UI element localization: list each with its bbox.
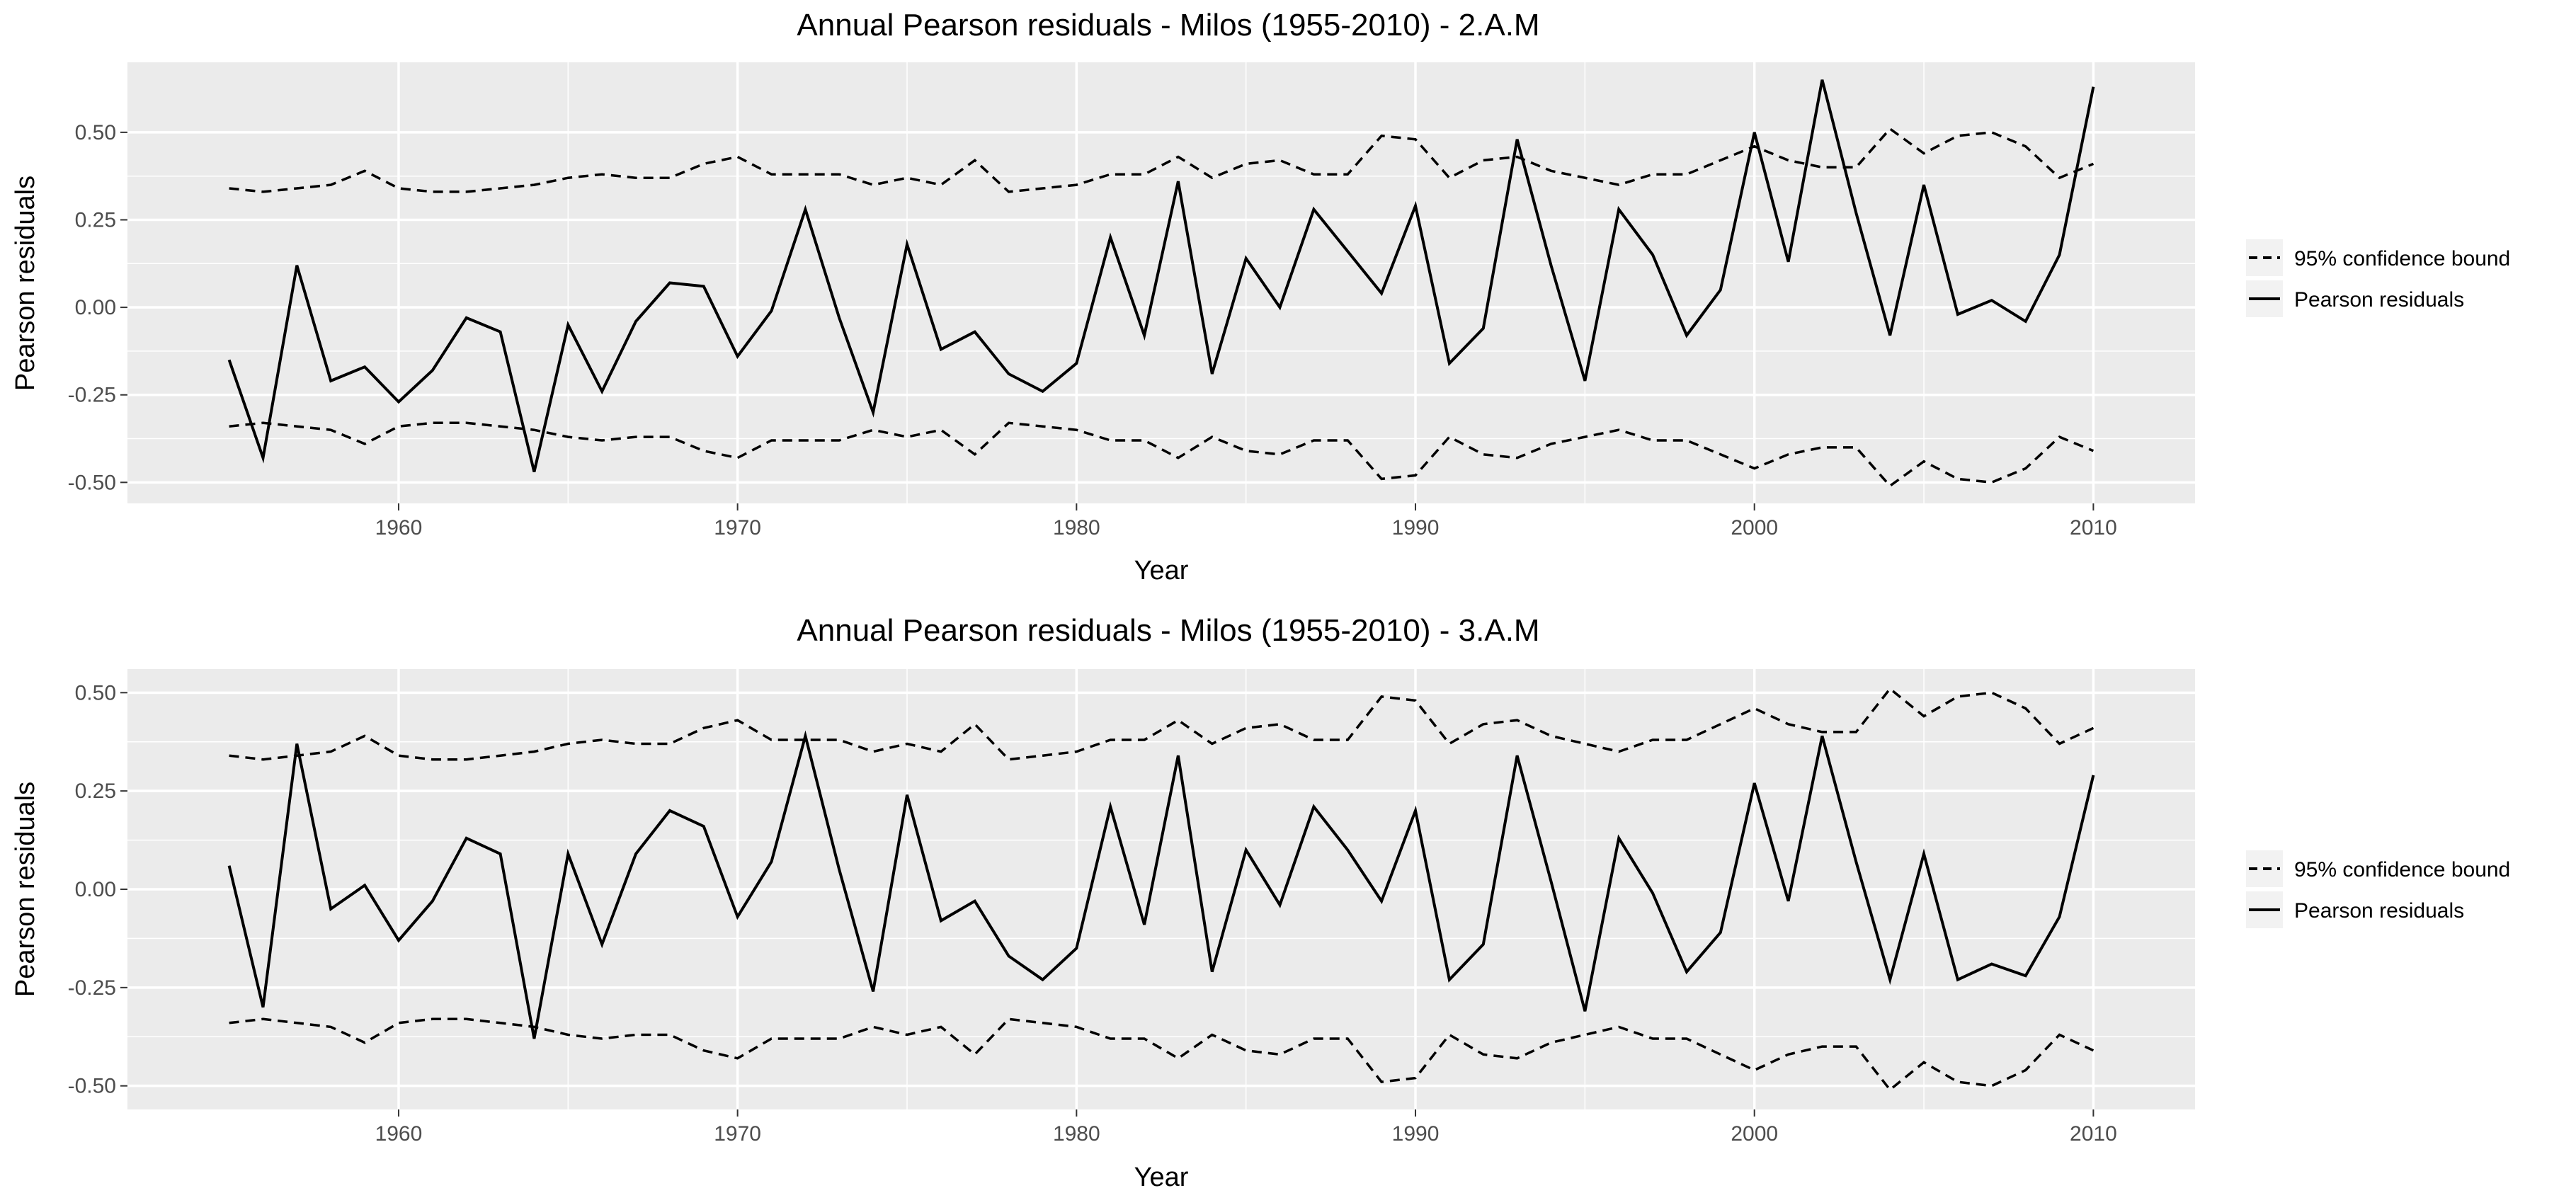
chart-1-title: Annual Pearson residuals - Milos (1955-2… — [797, 8, 1539, 42]
chart-2-y-tick-label: 0.25 — [75, 780, 116, 803]
chart-1-y-tick-label: 0.25 — [75, 209, 116, 232]
lower-confidence-bound-line — [229, 421, 2095, 488]
chart-1-x-tick-label: 1960 — [375, 516, 423, 540]
chart-2-x-tick-label: 2000 — [1731, 1122, 1778, 1146]
chart-1-gridlines — [120, 62, 2195, 510]
chart-2-y-tick-label: 0.00 — [75, 878, 116, 901]
chart-2-x-tick-label: 2010 — [2070, 1122, 2117, 1146]
chart-2-y-axis-label: Pearson residuals — [11, 782, 40, 997]
chart-1: Annual Pearson residuals - Milos (1955-2… — [11, 8, 2510, 586]
chart-2-legend-label: 95% confidence bound — [2294, 858, 2510, 881]
chart-1-legend-label: Pearson residuals — [2294, 288, 2464, 312]
chart-2-legend-label: Pearson residuals — [2294, 899, 2464, 923]
chart-2-legend: 95% confidence bound Pearson residuals — [2246, 850, 2510, 928]
chart-2-x-tick-label: 1980 — [1053, 1122, 1100, 1146]
chart-2-gridlines — [120, 669, 2195, 1117]
chart-2-y-tick-label: -0.25 — [68, 976, 116, 1000]
pearson-residuals-line — [227, 79, 2095, 472]
upper-confidence-bound-line — [229, 687, 2095, 761]
chart-1-x-tick-label: 1990 — [1392, 516, 1440, 540]
chart-2: Annual Pearson residuals - Milos (1955-2… — [11, 613, 2510, 1192]
chart-1-x-tick-label: 2010 — [2070, 516, 2117, 540]
chart-1-y-axis: -0.50 -0.25 0.00 0.25 0.50 — [68, 121, 116, 494]
chart-2-x-axis: 1960 1970 1980 1990 2000 2010 — [375, 1122, 2117, 1146]
chart-1-y-tick-label: -0.25 — [68, 384, 116, 407]
chart-1-x-tick-label: 1970 — [714, 516, 761, 540]
chart-2-y-tick-label: -0.50 — [68, 1075, 116, 1098]
chart-1-panel — [127, 62, 2195, 503]
chart-1-legend-label: 95% confidence bound — [2294, 247, 2510, 270]
chart-1-y-axis-label: Pearson residuals — [11, 176, 40, 391]
chart-2-title: Annual Pearson residuals - Milos (1955-2… — [797, 613, 1539, 648]
chart-1-y-tick-label: -0.50 — [68, 471, 116, 494]
chart-2-x-tick-label: 1960 — [375, 1122, 423, 1146]
chart-2-marks — [227, 687, 2095, 1092]
pearson-residuals-line — [227, 730, 2095, 1039]
chart-1-x-axis-label: Year — [1134, 556, 1189, 586]
chart-2-x-tick-label: 1990 — [1392, 1122, 1440, 1146]
chart-2-y-tick-label: 0.50 — [75, 681, 116, 704]
chart-1-x-axis: 1960 1970 1980 1990 2000 2010 — [375, 516, 2117, 540]
chart-2-x-axis-label: Year — [1134, 1163, 1189, 1192]
chart-1-marks — [227, 79, 2095, 488]
chart-1-x-tick-label: 2000 — [1731, 516, 1778, 540]
chart-1-x-tick-label: 1980 — [1053, 516, 1100, 540]
chart-1-legend: 95% confidence bound Pearson residuals — [2246, 239, 2510, 317]
lower-confidence-bound-line — [229, 1017, 2095, 1092]
chart-1-y-tick-label: 0.00 — [75, 296, 116, 319]
chart-2-x-tick-label: 1970 — [714, 1122, 761, 1146]
upper-confidence-bound-line — [229, 127, 2095, 193]
chart-1-y-tick-label: 0.50 — [75, 121, 116, 144]
chart-2-y-axis: -0.50 -0.25 0.00 0.25 0.50 — [68, 681, 116, 1097]
